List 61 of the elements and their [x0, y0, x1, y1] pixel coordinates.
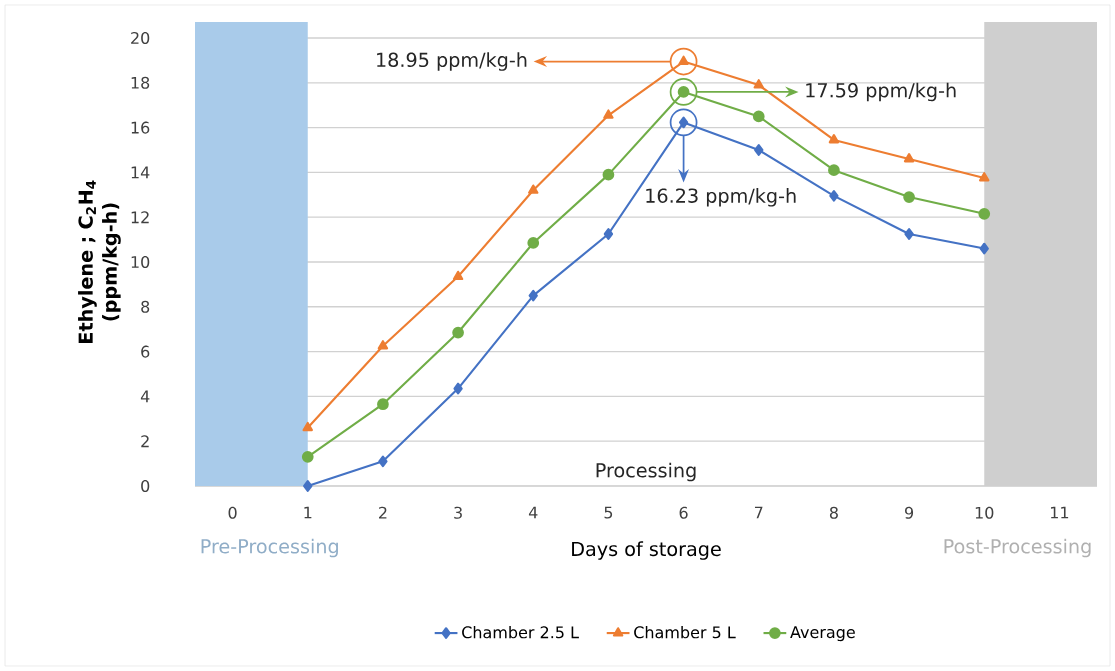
- point: [603, 228, 614, 240]
- band-label: Post-Processing: [944, 538, 1091, 558]
- x-tick-label: 7: [754, 506, 763, 519]
- point: [453, 382, 463, 395]
- point: [528, 184, 539, 194]
- annotation: 17.59 ppm/kg-h: [806, 82, 956, 102]
- legend-label: Average: [790, 626, 855, 642]
- x-tick-label: 0: [228, 506, 237, 519]
- y-tick-label: 18: [131, 76, 150, 89]
- annotation: 16.23 ppm/kg-h: [646, 188, 796, 207]
- y-tick-label: 20: [131, 31, 150, 45]
- x-tick-label: 4: [528, 506, 538, 519]
- y-tick-label: 6: [141, 345, 150, 358]
- point: [903, 191, 915, 203]
- point: [754, 144, 764, 156]
- point: [377, 398, 389, 411]
- point: [303, 480, 313, 492]
- point: [377, 340, 389, 350]
- y-tick-label: 14: [131, 166, 150, 179]
- point: [378, 455, 388, 468]
- text: Ethylene ; C$_{2}$H$_{4}$ (ppm/kg-h): [78, 180, 121, 343]
- x-tick-label: 6: [679, 506, 688, 519]
- point: [528, 289, 538, 302]
- band-label: Pre-Processing: [201, 538, 338, 558]
- point: [828, 134, 840, 144]
- y-tick-label: 4: [140, 390, 150, 403]
- annotation: 18.95 ppm/kg-h: [377, 52, 527, 71]
- y-tick-label: 0: [141, 479, 150, 493]
- x-tick-label: 11: [1050, 506, 1069, 519]
- point: [301, 451, 314, 463]
- point: [527, 237, 540, 249]
- point: [978, 207, 991, 220]
- legend-label: Chamber 2.5 L: [462, 625, 579, 639]
- point: [979, 242, 989, 255]
- y-tick-label: 8: [141, 300, 150, 313]
- point: [753, 79, 764, 89]
- point: [828, 164, 840, 177]
- x-tick-label: 5: [604, 506, 613, 519]
- x-tick-label: 8: [829, 506, 838, 519]
- point: [452, 326, 464, 339]
- point: [602, 168, 615, 181]
- y-tick-label: 12: [131, 211, 149, 224]
- point: [829, 190, 839, 202]
- x-axis-title: Days of storage: [572, 541, 721, 560]
- y-tick-label: 16: [131, 121, 150, 134]
- x-tick-label: 2: [379, 506, 387, 519]
- x-tick-label: 9: [905, 506, 914, 519]
- y-tick-label: 10: [131, 255, 150, 269]
- legend-label: Chamber 5 L: [634, 625, 736, 639]
- point: [752, 110, 765, 123]
- point: [603, 109, 614, 119]
- x-tick-label: 1: [304, 506, 312, 519]
- annotation: Processing: [596, 462, 696, 482]
- point: [979, 172, 990, 182]
- y-tick-label: 2: [141, 435, 149, 448]
- point: [903, 153, 915, 163]
- x-tick-label: 3: [454, 506, 462, 519]
- x-tick-label: 10: [975, 506, 994, 519]
- point: [302, 421, 313, 432]
- point: [904, 228, 914, 240]
- point: [452, 270, 464, 281]
